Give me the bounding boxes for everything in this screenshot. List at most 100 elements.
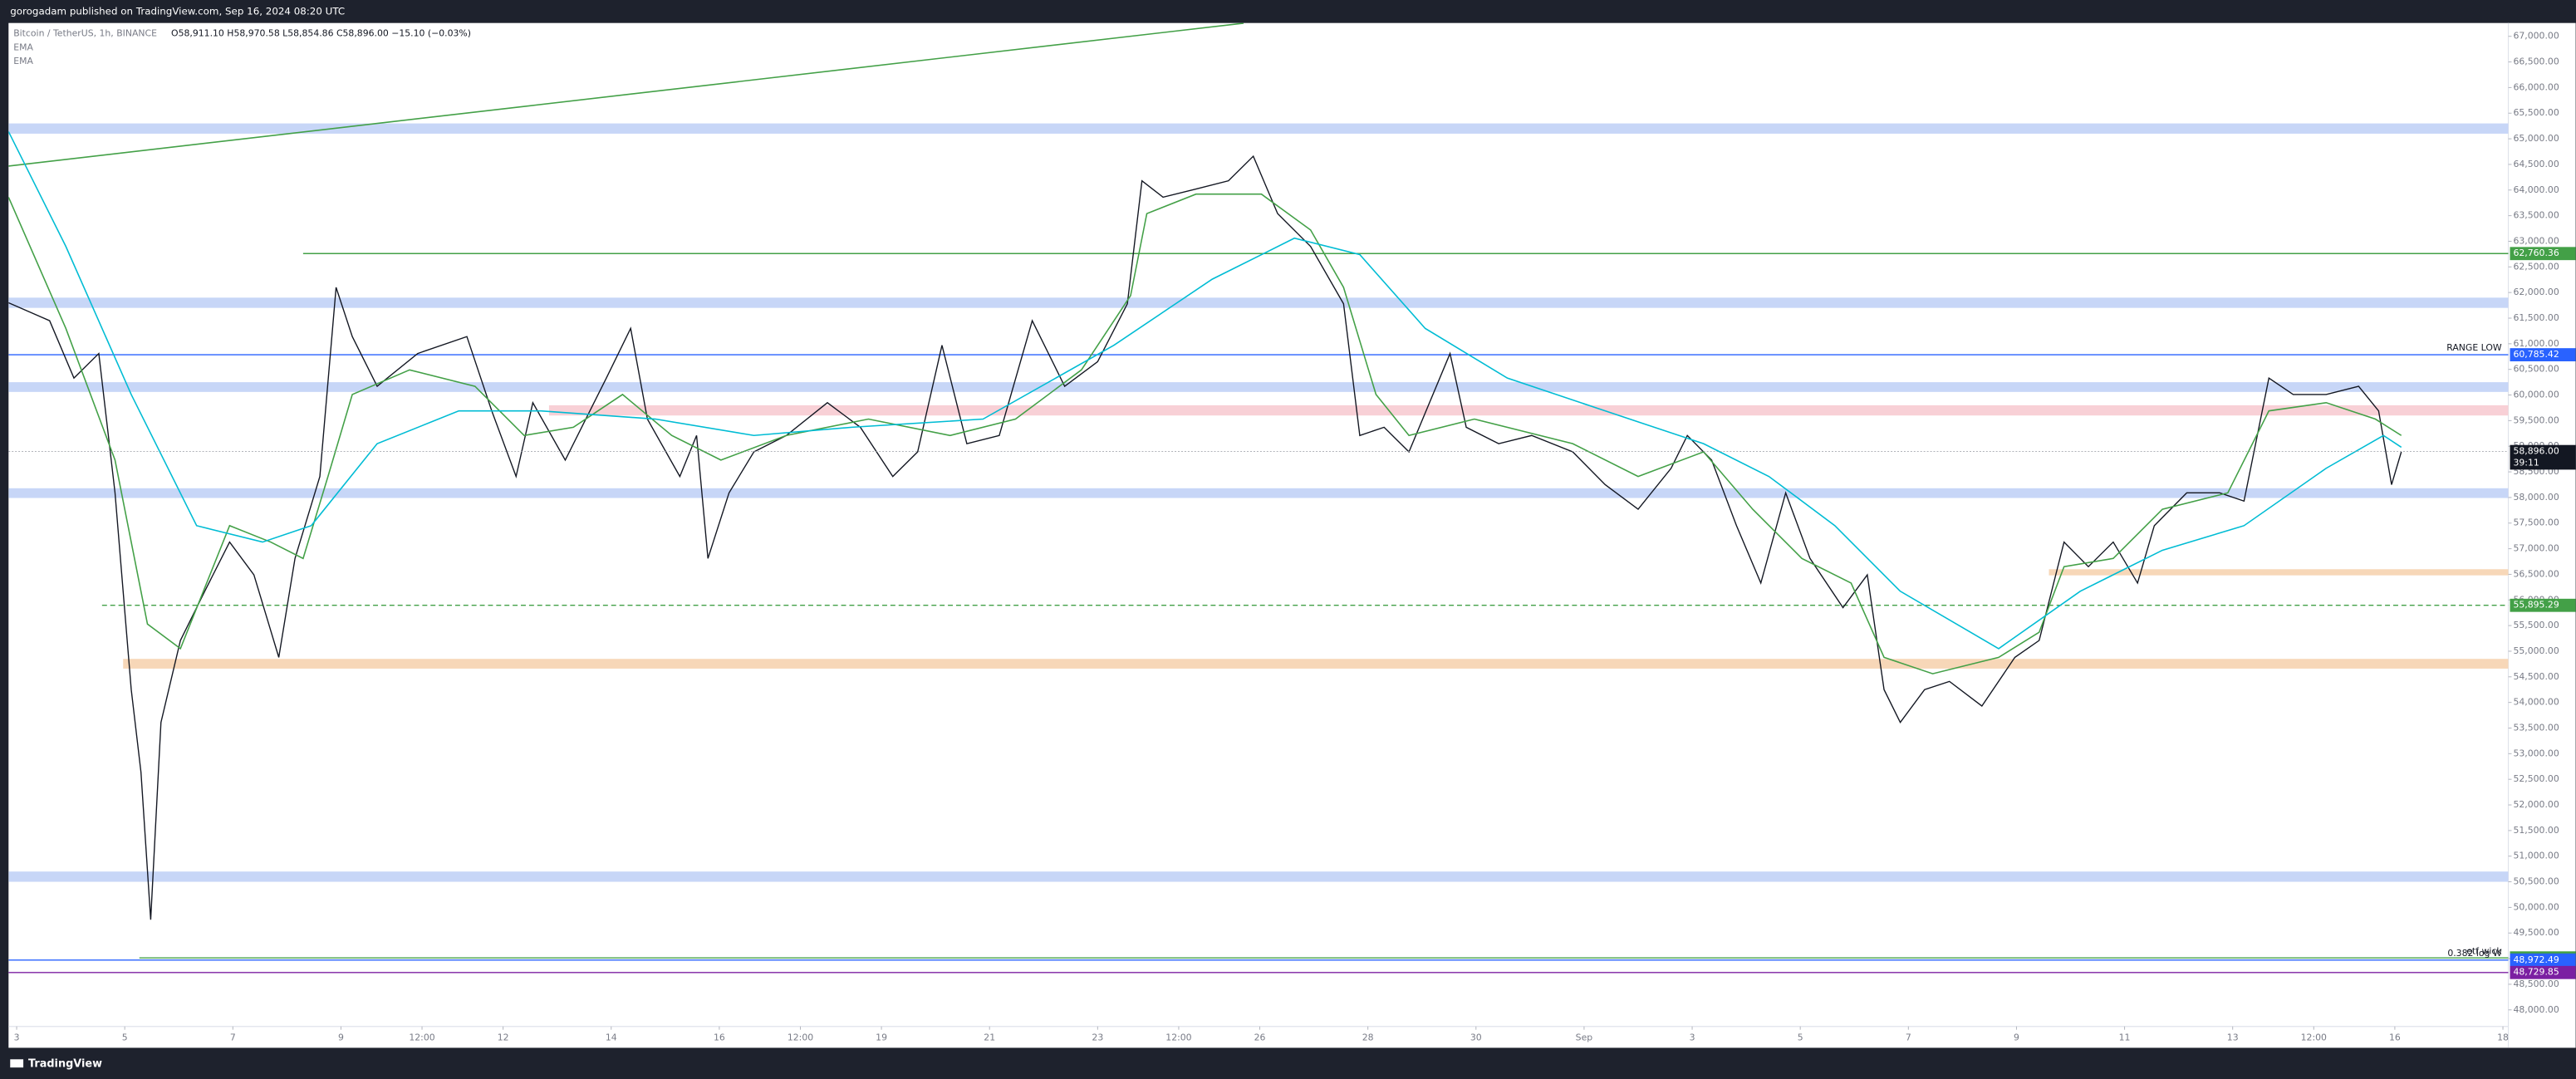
x-tick-label: 12 bbox=[498, 1032, 509, 1043]
level-badge bbox=[2510, 965, 2576, 979]
zone bbox=[8, 297, 2509, 308]
y-tick-label: 54,500.00 bbox=[2513, 671, 2559, 682]
y-tick-label: 66,000.00 bbox=[2513, 81, 2559, 92]
ema-line bbox=[8, 131, 2402, 650]
x-tick-label: 3 bbox=[14, 1032, 20, 1043]
footer-logo bbox=[10, 1059, 24, 1068]
y-tick-label: 48,500.00 bbox=[2513, 978, 2559, 989]
y-tick-label: 62,500.00 bbox=[2513, 261, 2559, 272]
x-tick-label: 9 bbox=[338, 1032, 344, 1043]
x-tick-label: 18 bbox=[2497, 1032, 2509, 1043]
zone bbox=[123, 659, 2509, 669]
price-line bbox=[8, 154, 2402, 920]
x-tick-label: 12:00 bbox=[788, 1032, 813, 1043]
y-tick-label: 66,500.00 bbox=[2513, 56, 2559, 67]
x-tick-label: 23 bbox=[1092, 1032, 1103, 1043]
zone bbox=[8, 123, 2509, 134]
x-tick-label: 7 bbox=[1906, 1032, 1911, 1043]
y-tick-label: 57,500.00 bbox=[2513, 517, 2559, 528]
y-tick-label: 62,000.00 bbox=[2513, 287, 2559, 297]
level-label: 48,729.85 bbox=[2513, 967, 2559, 978]
zone bbox=[8, 382, 2509, 392]
x-tick-label: 14 bbox=[606, 1032, 617, 1043]
level-badge bbox=[2510, 247, 2576, 261]
plot-area bbox=[8, 22, 2509, 974]
last-price-badge bbox=[2510, 444, 2576, 470]
x-tick-label: 12:00 bbox=[1165, 1032, 1191, 1043]
x-tick-label: 30 bbox=[1470, 1032, 1482, 1043]
axes: 48,000.0048,500.0049,000.0049,500.0050,0… bbox=[14, 31, 2576, 1043]
y-tick-label: 65,500.00 bbox=[2513, 107, 2559, 118]
legend-symbol: Bitcoin / TetherUS, 1h, BINANCE bbox=[13, 28, 157, 39]
level-badge bbox=[2510, 598, 2576, 612]
level-badge bbox=[2510, 953, 2576, 967]
trendline bbox=[8, 22, 1244, 167]
y-tick-label: 55,000.00 bbox=[2513, 645, 2559, 656]
zone bbox=[8, 871, 2509, 882]
y-tick-label: 50,500.00 bbox=[2513, 876, 2559, 887]
y-tick-label: 48,000.00 bbox=[2513, 1004, 2559, 1015]
y-tick-label: 61,500.00 bbox=[2513, 312, 2559, 323]
x-tick-label: 11 bbox=[2119, 1032, 2131, 1043]
zone bbox=[2049, 569, 2509, 576]
last-price-label: 58,896.00 bbox=[2513, 446, 2559, 457]
y-tick-label: 52,000.00 bbox=[2513, 799, 2559, 810]
y-tick-label: 51,000.00 bbox=[2513, 851, 2559, 861]
x-tick-label: 12:00 bbox=[2301, 1032, 2327, 1043]
level-name: 0.382 log W bbox=[2447, 948, 2502, 959]
x-tick-label: 16 bbox=[2389, 1032, 2401, 1043]
x-tick-label: 5 bbox=[122, 1032, 128, 1043]
y-tick-label: 61,000.00 bbox=[2513, 338, 2559, 349]
countdown-label: 39:11 bbox=[2513, 457, 2539, 468]
y-tick-label: 60,000.00 bbox=[2513, 390, 2559, 400]
y-tick-label: 55,500.00 bbox=[2513, 620, 2559, 630]
y-tick-label: 49,500.00 bbox=[2513, 927, 2559, 938]
y-tick-label: 59,500.00 bbox=[2513, 414, 2559, 425]
x-tick-label: Sep bbox=[1576, 1032, 1593, 1043]
level-badge bbox=[2510, 348, 2576, 361]
y-tick-label: 51,500.00 bbox=[2513, 825, 2559, 836]
x-tick-label: 12:00 bbox=[409, 1032, 434, 1043]
y-tick-label: 63,000.00 bbox=[2513, 235, 2559, 246]
y-tick-label: 65,000.00 bbox=[2513, 133, 2559, 144]
level-name: etf wick bbox=[2466, 945, 2502, 956]
y-tick-label: 54,000.00 bbox=[2513, 697, 2559, 708]
y-tick-label: 50,000.00 bbox=[2513, 901, 2559, 912]
level-label: 55,895.29 bbox=[2513, 600, 2559, 611]
header-text: gorogadam published on TradingView.com, … bbox=[10, 5, 345, 17]
x-tick-label: 21 bbox=[984, 1032, 995, 1043]
level-name: RANGE LOW bbox=[2446, 342, 2502, 353]
x-tick-label: 26 bbox=[1254, 1032, 1266, 1043]
level-label: 60,785.42 bbox=[2513, 349, 2559, 360]
ema-line bbox=[8, 193, 2402, 674]
x-tick-label: 3 bbox=[1690, 1032, 1695, 1043]
x-tick-label: 16 bbox=[714, 1032, 725, 1043]
y-tick-label: 60,500.00 bbox=[2513, 364, 2559, 375]
legend-ema: EMA bbox=[13, 42, 33, 52]
level-label: 62,760.36 bbox=[2513, 248, 2559, 258]
zone bbox=[8, 488, 2509, 498]
level-label: 48,972.49 bbox=[2513, 954, 2559, 965]
y-tick-label: 67,000.00 bbox=[2513, 31, 2559, 42]
y-tick-label: 64,000.00 bbox=[2513, 184, 2559, 195]
x-tick-label: 5 bbox=[1798, 1032, 1803, 1043]
y-tick-label: 57,000.00 bbox=[2513, 543, 2559, 554]
legend-ema: EMA bbox=[13, 56, 33, 66]
x-tick-label: 7 bbox=[230, 1032, 236, 1043]
zone bbox=[548, 405, 2509, 416]
y-tick-label: 58,000.00 bbox=[2513, 492, 2559, 503]
footer-brand: TradingView bbox=[28, 1058, 102, 1071]
legend-ohlc: O58,911.10 H58,970.58 L58,854.86 C58,896… bbox=[171, 28, 471, 39]
y-tick-label: 52,500.00 bbox=[2513, 773, 2559, 784]
y-tick-label: 53,000.00 bbox=[2513, 748, 2559, 758]
y-tick-label: 63,500.00 bbox=[2513, 210, 2559, 221]
plot-background bbox=[8, 22, 2576, 1048]
x-tick-label: 19 bbox=[876, 1032, 887, 1043]
x-tick-label: 13 bbox=[2227, 1032, 2239, 1043]
y-tick-label: 53,500.00 bbox=[2513, 723, 2559, 733]
x-tick-label: 9 bbox=[2014, 1032, 2019, 1043]
y-tick-label: 56,500.00 bbox=[2513, 568, 2559, 579]
y-tick-label: 64,500.00 bbox=[2513, 159, 2559, 169]
x-tick-label: 28 bbox=[1362, 1032, 1374, 1043]
